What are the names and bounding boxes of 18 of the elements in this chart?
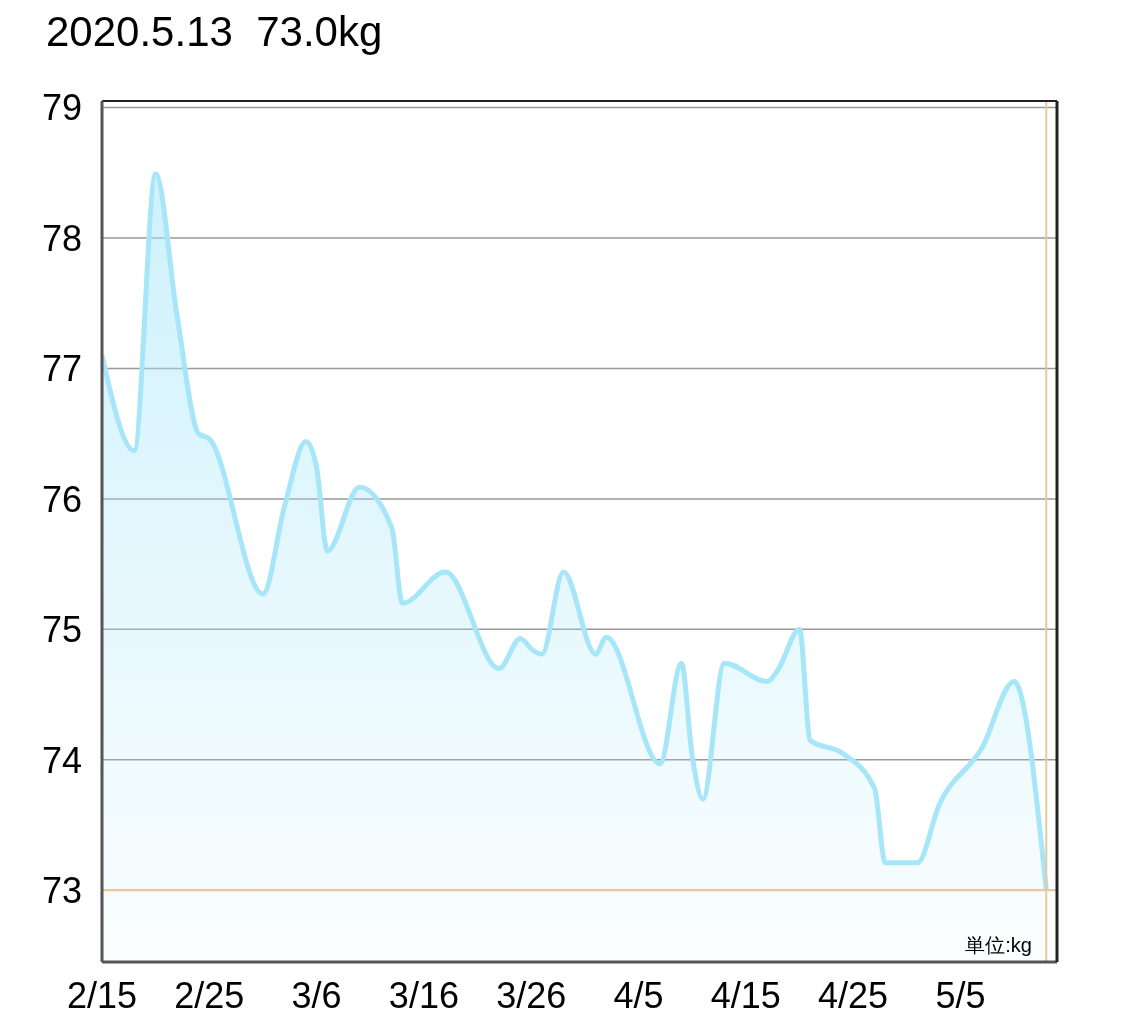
x-tick-label: 2/15 xyxy=(66,974,138,1016)
x-tick-label: 3/26 xyxy=(496,974,567,1016)
y-tick-label: 73 xyxy=(41,870,83,912)
x-tick-label: 3/16 xyxy=(388,974,459,1016)
chart-title: 2020.5.13 73.0kg xyxy=(46,8,384,57)
x-tick-label: 4/15 xyxy=(710,974,781,1016)
x-tick-label: 3/6 xyxy=(291,974,342,1016)
y-tick-label: 75 xyxy=(41,609,83,651)
annotation: 単位:kg xyxy=(965,933,1032,958)
x-tick-label: 4/25 xyxy=(818,974,889,1016)
y-tick-label: 78 xyxy=(41,217,83,259)
y-tick-label: 74 xyxy=(41,739,83,781)
y-tick-label: 76 xyxy=(41,478,83,520)
x-tick-label: 2/25 xyxy=(174,974,245,1016)
x-tick-label: 5/5 xyxy=(935,974,986,1016)
x-tick-label: 4/5 xyxy=(613,974,664,1016)
y-tick-label: 79 xyxy=(41,87,83,129)
y-tick-label: 77 xyxy=(41,348,83,390)
